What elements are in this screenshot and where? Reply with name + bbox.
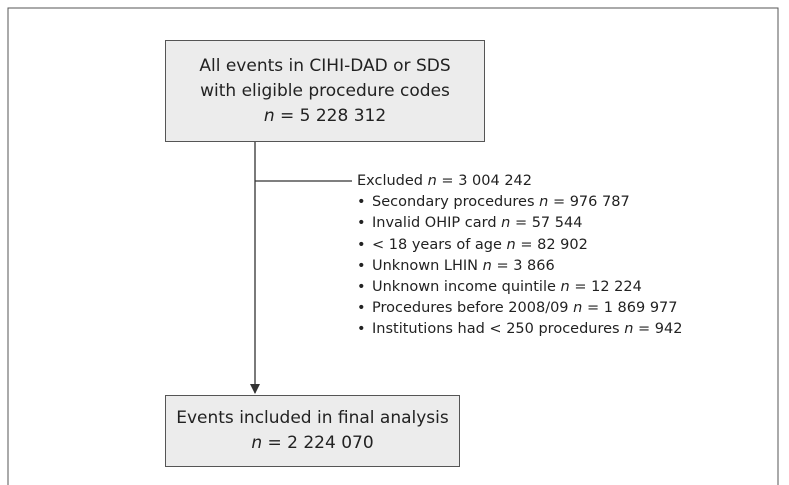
exclusion-item: • Secondary procedures n = 976 787	[357, 192, 682, 213]
item-count: n = 82 902	[506, 236, 588, 253]
item-count: n = 12 224	[560, 279, 642, 296]
end-box: Events included in final analysis n = 2 …	[165, 395, 460, 467]
start-count: n = 5 228 312	[263, 105, 387, 126]
item-count: n = 976 787	[539, 194, 630, 211]
bullet: •	[357, 257, 366, 274]
item-label: Unknown LHIN	[372, 257, 479, 274]
exclusion-item: • Procedures before 2008/09 n = 1 869 977	[357, 298, 682, 319]
exclusion-item: • Unknown income quintile n = 12 224	[357, 277, 682, 298]
item-label: Procedures before 2008/09	[372, 300, 569, 317]
excluded-count: n = 3 004 242	[427, 173, 532, 189]
exclusion-item: • < 18 years of age n = 82 902	[357, 235, 682, 256]
item-count: n = 3 866	[482, 257, 555, 274]
item-count: n = 57 544	[501, 215, 583, 232]
start-line: All events in CIHI-DAD or SDS	[199, 55, 451, 76]
bullet: •	[357, 300, 366, 317]
item-count: n = 942	[624, 321, 683, 338]
item-label: Unknown income quintile	[372, 279, 556, 296]
excluded-label: Excluded	[357, 173, 424, 189]
frame	[7, 7, 779, 485]
item-label: Invalid OHIP card	[372, 215, 497, 232]
item-label: < 18 years of age	[372, 236, 502, 253]
bullet: •	[357, 194, 366, 211]
start-line: with eligible procedure codes	[200, 80, 450, 101]
item-label: Secondary procedures	[372, 194, 535, 211]
exclusion-item: • Invalid OHIP card n = 57 544	[357, 213, 682, 234]
exclusion-item: • Institutions had < 250 procedures n = 9…	[357, 319, 682, 340]
bullet: •	[357, 215, 366, 232]
item-count: n = 1 869 977	[573, 300, 678, 317]
exclusions: Excluded n = 3 004 242 • Secondary proced…	[357, 171, 682, 341]
item-label: Institutions had < 250 procedures	[372, 321, 620, 338]
exclusion-item: • Unknown LHIN n = 3 866	[357, 256, 682, 277]
excluded-header: Excluded n = 3 004 242	[357, 171, 682, 192]
end-count: n = 2 224 070	[251, 433, 374, 453]
start-box: All events in CIHI-DAD or SDS with eligi…	[165, 40, 485, 142]
bullet: •	[357, 236, 366, 253]
bullet: •	[357, 321, 366, 338]
bullet: •	[357, 279, 366, 296]
end-line: Events included in final analysis	[176, 408, 449, 428]
